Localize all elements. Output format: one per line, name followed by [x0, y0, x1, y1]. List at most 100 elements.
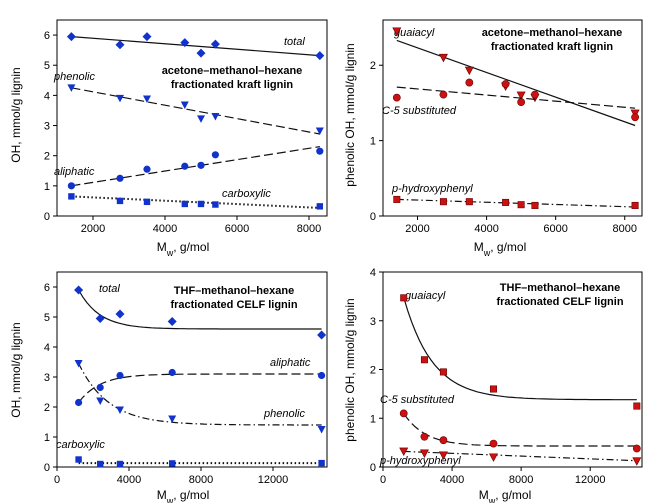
panel-1-xlabel: Mw, g/mol: [157, 240, 210, 258]
data-point-triangle: [116, 406, 124, 414]
panel-3-label-phenolic: phenolic: [263, 408, 305, 420]
y-tick-label: 0: [44, 462, 50, 474]
fit-line: [403, 413, 637, 447]
data-point-circle: [318, 371, 326, 380]
data-point-triangle: [438, 53, 448, 63]
panel-1-plot: 2000 4000 6000 8000 0 1 2 3 4 5 6: [44, 19, 328, 235]
data-point-triangle: [143, 95, 151, 104]
data-point-triangle: [74, 360, 83, 368]
panel-2-plot: 2000 4000 6000 8000 0 1 2: [370, 19, 643, 235]
panel-3-ylabel: OH, mmol/g lignin: [9, 322, 23, 417]
y-tick-label: 3: [44, 372, 50, 384]
panel-4-label-phydroxy: p-hydroxyphenyl: [379, 455, 461, 467]
data-point-triangle: [116, 94, 124, 103]
data-point-triangle: [489, 453, 499, 462]
x-tick-label: 12000: [258, 474, 289, 486]
data-point-diamond: [115, 40, 125, 50]
data-point-square: [316, 203, 323, 210]
y-tick-label: 6: [44, 282, 50, 294]
panel-2-label-guaiacyl: guaiacyl: [394, 27, 435, 39]
data-point-circle: [96, 383, 104, 392]
data-point-square: [490, 385, 498, 393]
data-point-square: [517, 201, 525, 209]
x-tick-label: 4000: [117, 474, 141, 486]
panel-3-title: THF–methanol–hexane fractionated CELF li…: [170, 285, 297, 311]
panel-4-title-line-2: fractionated CELF lignin: [496, 296, 623, 308]
data-point-diamond: [142, 32, 152, 42]
x-tick-label: 4000: [474, 223, 498, 235]
panel-2-title: acetone–methanol–hexane fractionated kra…: [482, 27, 623, 53]
data-point-diamond: [210, 39, 220, 49]
data-point-square: [400, 294, 408, 302]
panel-2-ylabel: phenolic OH, mmol/g lignin: [343, 43, 357, 186]
fit-line: [396, 198, 636, 208]
y-tick-label: 2: [370, 365, 376, 377]
data-point-circle: [116, 371, 124, 380]
data-point-circle: [67, 182, 75, 190]
panel-1-ylabel: OH, mmol/g lignin: [9, 67, 23, 162]
panel-3-plot: 0 4000 8000 12000 0 1 2 3 4 5 6: [44, 271, 328, 486]
fit-line: [78, 373, 322, 403]
data-point-circle: [316, 147, 324, 155]
y-tick-label: 0: [44, 211, 50, 223]
fit-line: [71, 146, 320, 187]
y-tick-label: 6: [44, 30, 50, 42]
panel-4-label-c5: C-5 substituted: [380, 394, 455, 406]
data-point-triangle: [211, 112, 220, 121]
data-point-square: [181, 200, 188, 208]
data-point-square: [631, 201, 639, 209]
data-point-triangle: [67, 84, 76, 92]
panel-1-label-phenolic: phenolic: [53, 71, 95, 83]
data-point-circle: [420, 432, 429, 441]
data-point-triangle: [392, 27, 402, 36]
data-point-circle: [168, 368, 176, 377]
y-tick-label: 5: [44, 312, 50, 324]
data-point-triangle: [315, 127, 324, 135]
data-point-circle: [632, 444, 641, 453]
panel-1-title-line-2: fractionated kraft lignin: [171, 79, 294, 91]
data-point-triangle: [96, 397, 105, 405]
data-point-triangle: [317, 426, 326, 434]
data-point-triangle: [516, 91, 526, 101]
panel-3-title-line-1: THF–methanol–hexane: [174, 285, 294, 297]
y-tick-label: 2: [44, 151, 50, 163]
data-point-square: [97, 460, 104, 468]
y-tick-label: 0: [370, 462, 376, 474]
data-point-circle: [531, 90, 539, 99]
data-point-square: [143, 198, 151, 206]
data-point-square: [439, 198, 447, 206]
panel-4-ylabel: phenolic OH, mmol/g lignin: [343, 298, 357, 441]
data-point-square: [439, 368, 447, 376]
data-point-circle: [75, 398, 83, 407]
x-tick-label: 6000: [543, 223, 567, 235]
data-point-circle: [211, 151, 219, 159]
panel-1-title: acetone–methanol–hexane fractionated kra…: [162, 65, 303, 91]
panel-2-title-line-1: acetone–methanol–hexane: [482, 27, 623, 39]
data-point-triangle: [419, 449, 429, 458]
data-point-square: [169, 460, 176, 467]
fit-line: [71, 195, 320, 209]
data-point-circle: [501, 80, 510, 88]
panel-1-label-carboxylic: carboxylic: [222, 188, 271, 200]
data-point-circle: [439, 90, 448, 99]
y-tick-label: 4: [370, 267, 376, 279]
panel-4-title-line-1: THF–methanol–hexane: [500, 282, 620, 294]
data-point-diamond: [115, 309, 125, 319]
panel-3-label-aliphatic: aliphatic: [270, 357, 311, 369]
data-point-circle: [116, 174, 124, 182]
data-point-diamond: [180, 38, 190, 48]
panel-4-xlabel: Mw, g/mol: [479, 488, 532, 503]
panel-2-title-line-2: fractionated kraft lignin: [491, 41, 614, 53]
y-tick-label: 2: [44, 402, 50, 414]
panel-3-title-line-2: fractionated CELF lignin: [170, 299, 297, 311]
data-point-triangle: [180, 101, 189, 110]
x-tick-label: 8000: [189, 474, 213, 486]
data-point-triangle: [168, 415, 177, 423]
fit-line: [71, 87, 320, 135]
data-point-triangle: [464, 66, 474, 76]
panel-2-xlabel: Mw, g/mol: [474, 240, 527, 258]
panel-3-xlabel: Mw, g/mol: [157, 488, 210, 503]
x-tick-label: 8000: [509, 474, 533, 486]
data-point-square: [75, 456, 82, 463]
